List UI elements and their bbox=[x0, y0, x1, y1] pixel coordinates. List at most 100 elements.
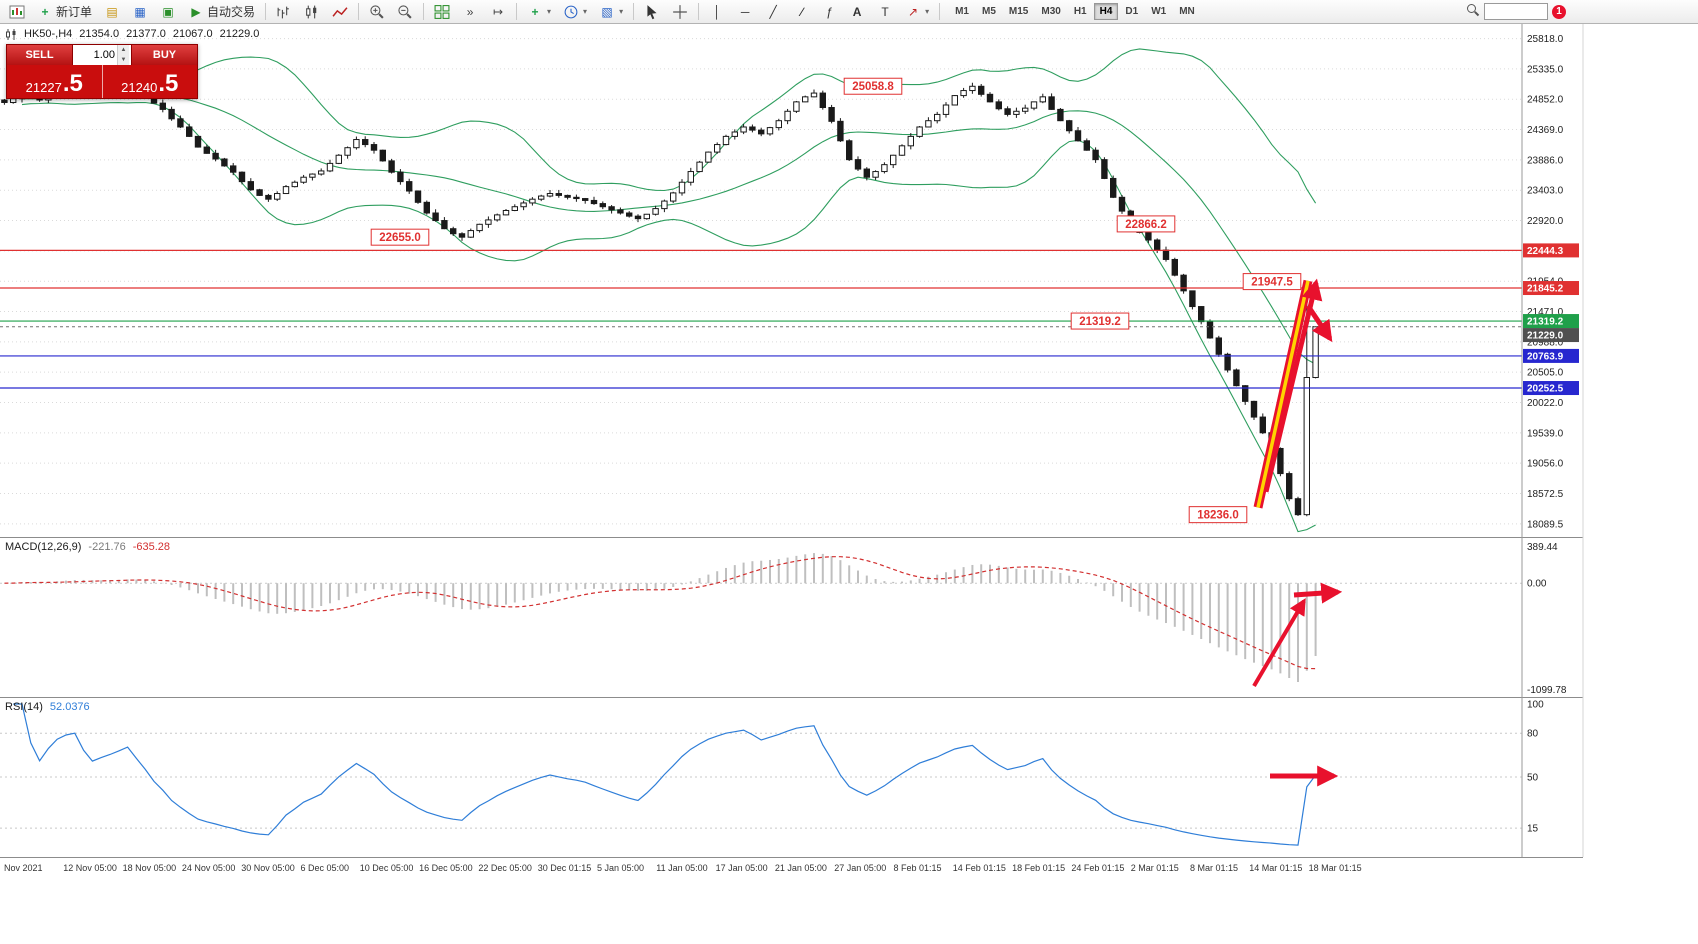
text-label-box[interactable] bbox=[1188, 506, 1248, 524]
periods-icon[interactable]: ▾ bbox=[558, 2, 592, 22]
timeframe-button-mn[interactable]: MN bbox=[1173, 3, 1201, 20]
candle bbox=[177, 118, 184, 128]
macd-signal-line bbox=[4, 556, 1316, 670]
macd-panel[interactable]: 389.44 0.00 -1099.78 bbox=[0, 537, 1698, 697]
timeframe-button-w1[interactable]: W1 bbox=[1145, 3, 1172, 20]
macd-axis[interactable]: 389.44 0.00 -1099.78 bbox=[1521, 537, 1584, 697]
text-label-box[interactable] bbox=[1116, 215, 1176, 233]
annotation-arrow[interactable] bbox=[1263, 278, 1323, 493]
auto-scroll-icon[interactable]: » bbox=[466, 4, 474, 19]
candle bbox=[678, 181, 686, 194]
rsi-axis[interactable]: 100 80 50 15 bbox=[1521, 697, 1584, 857]
candle bbox=[1110, 177, 1117, 198]
timeframe-button-m15[interactable]: M15 bbox=[1003, 3, 1034, 20]
text-label-box[interactable] bbox=[1242, 273, 1302, 291]
notification-badge[interactable]: 1 bbox=[1552, 4, 1566, 19]
candle bbox=[406, 181, 413, 192]
one-click-trading-panel: SELL ▲ ▼ BUY 21227 .5 21240 .5 bbox=[6, 44, 198, 99]
timeframe-button-m1[interactable]: M1 bbox=[949, 3, 975, 20]
time-axis-label: 17 Jan 05:00 bbox=[716, 863, 768, 873]
rsi-panel[interactable]: 100 80 50 15 bbox=[0, 697, 1698, 857]
arrows-tool-icon[interactable]: ↗ ▾ bbox=[908, 4, 930, 19]
price-axis-label: 19539.0 bbox=[1527, 428, 1564, 439]
volume-increase-button[interactable]: ▲ bbox=[118, 45, 129, 55]
price-axis-label: 20988.0 bbox=[1527, 337, 1564, 348]
price-text-labels[interactable]: 25058.8 22866.2 22655.0 21947.5 21319.2 18236… bbox=[370, 77, 1302, 524]
volume-decrease-button[interactable]: ▼ bbox=[118, 55, 129, 65]
candle bbox=[476, 223, 483, 232]
timeframe-button-m5[interactable]: M5 bbox=[976, 3, 1002, 20]
text-label: 22866.2 bbox=[1125, 219, 1167, 231]
bar-chart-mode-icon[interactable] bbox=[271, 2, 297, 22]
sell-button[interactable]: SELL bbox=[7, 45, 73, 65]
new-order-button[interactable]: + 新订单 bbox=[32, 2, 97, 22]
candle bbox=[432, 212, 439, 222]
text-label-box[interactable] bbox=[843, 77, 903, 95]
cursor-icon[interactable] bbox=[639, 2, 665, 22]
time-axis[interactable]: Nov 2021 12 Nov 05:00 18 Nov 05:00 24 Nov 0… bbox=[0, 857, 1698, 877]
buy-button[interactable]: BUY bbox=[131, 45, 197, 65]
candle bbox=[1066, 120, 1073, 132]
timeframe-button-m30[interactable]: M30 bbox=[1035, 3, 1066, 20]
tile-windows-icon[interactable] bbox=[429, 2, 455, 22]
channel-tool-icon[interactable]: ∕∕ bbox=[801, 4, 803, 19]
text-label-tool-icon[interactable]: T bbox=[881, 4, 889, 19]
market-watch-icon[interactable]: ▤ bbox=[106, 4, 118, 19]
algo-trading-button[interactable]: ▶ 自动交易 bbox=[183, 2, 260, 22]
candle bbox=[942, 104, 950, 115]
chart-shift-icon[interactable]: ↦ bbox=[493, 4, 504, 19]
zoom-out-icon[interactable] bbox=[392, 2, 418, 22]
candle bbox=[10, 98, 17, 103]
annotation-arrow[interactable] bbox=[1293, 582, 1343, 604]
vertical-line-tool-icon[interactable]: │ bbox=[713, 4, 721, 19]
candle bbox=[758, 129, 765, 135]
price-tag bbox=[1523, 314, 1579, 329]
timeframe-button-h4[interactable]: H4 bbox=[1093, 3, 1119, 20]
chevron-down-icon: ▾ bbox=[619, 7, 624, 16]
data-window-icon[interactable]: ▦ bbox=[134, 4, 146, 19]
price-axis-label: 18572.5 bbox=[1527, 489, 1564, 500]
fibonacci-tool-icon[interactable]: ƒ bbox=[825, 4, 833, 19]
candle bbox=[643, 213, 650, 220]
price-chart-panel[interactable]: 25818.0 25335.0 24852.0 24369.0 23886.0 23403… bbox=[0, 24, 1698, 537]
time-axis-label: 18 Nov 05:00 bbox=[123, 863, 177, 873]
price-axis[interactable]: 25818.0 25335.0 24852.0 24369.0 23886.0 23403… bbox=[1521, 24, 1584, 537]
search-icon[interactable] bbox=[1466, 3, 1480, 20]
candle bbox=[934, 113, 941, 122]
text-label-box[interactable] bbox=[1070, 312, 1130, 330]
crosshair-icon[interactable] bbox=[667, 2, 693, 22]
candle bbox=[1, 99, 8, 103]
price-tag-text: 21319.2 bbox=[1527, 317, 1564, 328]
buy-price[interactable]: 21240 .5 bbox=[101, 65, 198, 98]
line-chart-mode-icon[interactable] bbox=[327, 2, 353, 22]
search-input[interactable] bbox=[1484, 3, 1548, 20]
new-chart-icon[interactable] bbox=[4, 2, 30, 22]
candle bbox=[722, 135, 730, 146]
candle bbox=[1154, 239, 1161, 251]
sell-price[interactable]: 21227 .5 bbox=[7, 65, 102, 98]
buy-price-prefix: 21240 bbox=[121, 80, 158, 95]
candlestick-mode-icon[interactable] bbox=[299, 2, 325, 22]
candle bbox=[1083, 140, 1090, 151]
zoom-in-icon[interactable] bbox=[364, 2, 390, 22]
horizontal-line-tool-icon[interactable]: ─ bbox=[740, 4, 750, 19]
trendline-tool-icon[interactable]: ╱ bbox=[769, 4, 777, 19]
navigator-icon[interactable]: ▣ bbox=[162, 4, 174, 19]
annotation-arrow[interactable] bbox=[1252, 598, 1306, 688]
indicators-icon[interactable]: + ▾ bbox=[531, 4, 552, 19]
text-tool-icon[interactable]: A bbox=[852, 4, 862, 19]
candle bbox=[203, 146, 211, 154]
text-label: 25058.8 bbox=[852, 81, 894, 93]
timeframe-button-h1[interactable]: H1 bbox=[1068, 3, 1093, 20]
text-label-box[interactable] bbox=[370, 228, 430, 246]
annotation-trend-line[interactable] bbox=[1256, 280, 1310, 508]
templates-icon[interactable]: ▧ ▾ bbox=[601, 4, 624, 19]
timeframe-button-d1[interactable]: D1 bbox=[1119, 3, 1144, 20]
price-gridlines bbox=[0, 38, 1522, 525]
toolbar-separator bbox=[265, 3, 267, 20]
volume-input[interactable] bbox=[73, 45, 117, 65]
annotation-arrow[interactable] bbox=[1305, 304, 1333, 343]
candle bbox=[793, 101, 800, 112]
candle bbox=[485, 219, 492, 225]
time-axis-label: 2 Mar 01:15 bbox=[1131, 863, 1179, 873]
